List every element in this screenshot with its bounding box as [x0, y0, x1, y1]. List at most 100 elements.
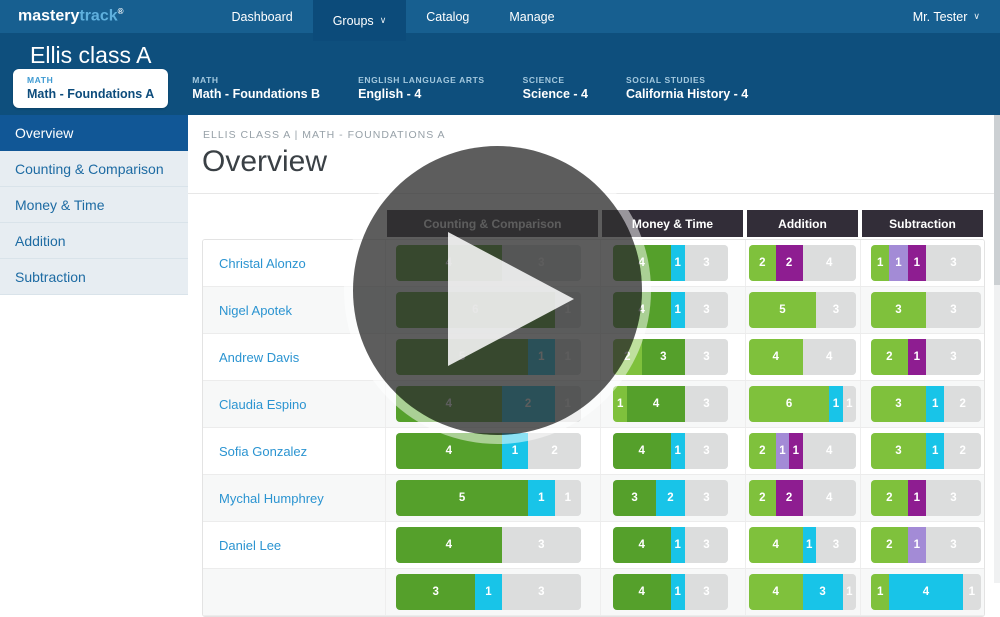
bar-segment-cyan: 2 [656, 480, 685, 516]
tab-science-4[interactable]: SCIENCE Science - 4 [509, 69, 602, 108]
bar-segment-purple: 1 [789, 433, 803, 469]
bar-segment-lightgreen: 2 [871, 480, 908, 516]
play-icon [448, 232, 574, 366]
bar-segment-lightgreen: 4 [749, 339, 803, 375]
student-name-link[interactable]: Claudia Espino [203, 381, 386, 427]
bar-segment-lightgreen: 3 [871, 433, 926, 469]
bar-segment-lightgreen: 3 [871, 386, 926, 422]
bar-segment-lightgreen: 2 [871, 339, 908, 375]
unit-sidebar: Overview Counting & Comparison Money & T… [0, 115, 188, 617]
bar-segment-green: 5 [396, 480, 529, 516]
sidebar-item-counting-comparison[interactable]: Counting & Comparison [0, 151, 188, 187]
bar-segment-lightgreen: 1 [613, 386, 628, 422]
student-name-link[interactable]: Mychal Humphrey [203, 475, 386, 521]
bar-segment-gray: 3 [925, 480, 981, 516]
sidebar-item-money-time[interactable]: Money & Time [0, 187, 188, 223]
tab-english-4[interactable]: ENGLISH LANGUAGE ARTS English - 4 [344, 69, 499, 108]
user-menu[interactable]: Mr. Tester ∨ [913, 10, 980, 24]
bar-segment-gray: 3 [684, 245, 728, 281]
tab-math-foundations-a[interactable]: MATH Math - Foundations A [13, 69, 169, 108]
bar-segment-purple: 1 [907, 339, 926, 375]
nav-item-dashboard[interactable]: Dashboard [212, 0, 313, 33]
tab-name: California History - 4 [625, 87, 749, 101]
bar-segment-gray: 3 [684, 339, 728, 375]
student-name-link[interactable]: Sofia Gonzalez [203, 428, 386, 474]
bar-segment-lightgreen: 6 [749, 386, 830, 422]
bar-segment-green: 4 [613, 527, 671, 563]
bar-segment-purple: 2 [775, 480, 803, 516]
nav-item-manage[interactable]: Manage [489, 0, 574, 33]
student-name-link[interactable]: Daniel Lee [203, 522, 386, 568]
bar-segment-gray: 2 [944, 386, 981, 422]
bar-segment-green: 4 [613, 433, 671, 469]
bar-segment-cyan: 1 [926, 433, 945, 469]
sidebar-item-subtraction[interactable]: Subtraction [0, 259, 188, 295]
bar-segment-gray: 4 [802, 480, 856, 516]
tab-california-history-4[interactable]: SOCIAL STUDIES California History - 4 [612, 69, 762, 108]
bar-segment-gray: 3 [925, 245, 981, 281]
bar-segment-cyan: 1 [528, 480, 555, 516]
bar-segment-purple: 1 [907, 480, 926, 516]
nav-item-catalog[interactable]: Catalog [406, 0, 489, 33]
tab-name: Science - 4 [522, 87, 588, 101]
sidebar-item-addition[interactable]: Addition [0, 223, 188, 259]
bar-segment-purple: 2 [775, 245, 803, 281]
bar-segment-gray: 3 [815, 527, 856, 563]
masterytrack-logo[interactable]: masterytrack® [18, 7, 124, 25]
chevron-down-icon: ∨ [379, 15, 387, 25]
nav-label: Dashboard [231, 9, 293, 24]
bar-segment-gray: 4 [802, 433, 856, 469]
bar-segment-lightgreen: 5 [749, 292, 816, 328]
nav-item-groups[interactable]: Groups ∨ [312, 0, 407, 41]
course-tabs: MATH Math - Foundations A MATH Math - Fo… [13, 69, 772, 108]
class-title: Ellis class A [30, 42, 152, 68]
page-title: Overview [202, 145, 328, 178]
bar-segment-gray: 1 [554, 480, 581, 516]
tab-math-foundations-b[interactable]: MATH Math - Foundations B [178, 69, 334, 108]
nav-label: Groups [332, 13, 374, 28]
logo-text-secondary: track [79, 7, 118, 25]
bar-segment-cyan: 1 [802, 527, 816, 563]
bar-segment-cyan: 1 [829, 386, 843, 422]
sidebar-item-overview[interactable]: Overview [0, 115, 188, 151]
bar-segment-gray: 3 [926, 292, 981, 328]
tab-category: SOCIAL STUDIES [625, 75, 706, 85]
top-navbar: masterytrack® Dashboard Groups ∨ Catalog… [0, 0, 1000, 41]
breadcrumb: ELLIS CLASS A | MATH - FOUNDATIONS A [203, 129, 446, 141]
bar-segment-cyan: 1 [670, 433, 685, 469]
bar-segment-cyan: 1 [670, 245, 685, 281]
bar-segment-lightgreen: 2 [749, 433, 776, 469]
bar-segment-gray: 4 [802, 339, 856, 375]
scrollbar-thumb[interactable] [994, 115, 1000, 285]
